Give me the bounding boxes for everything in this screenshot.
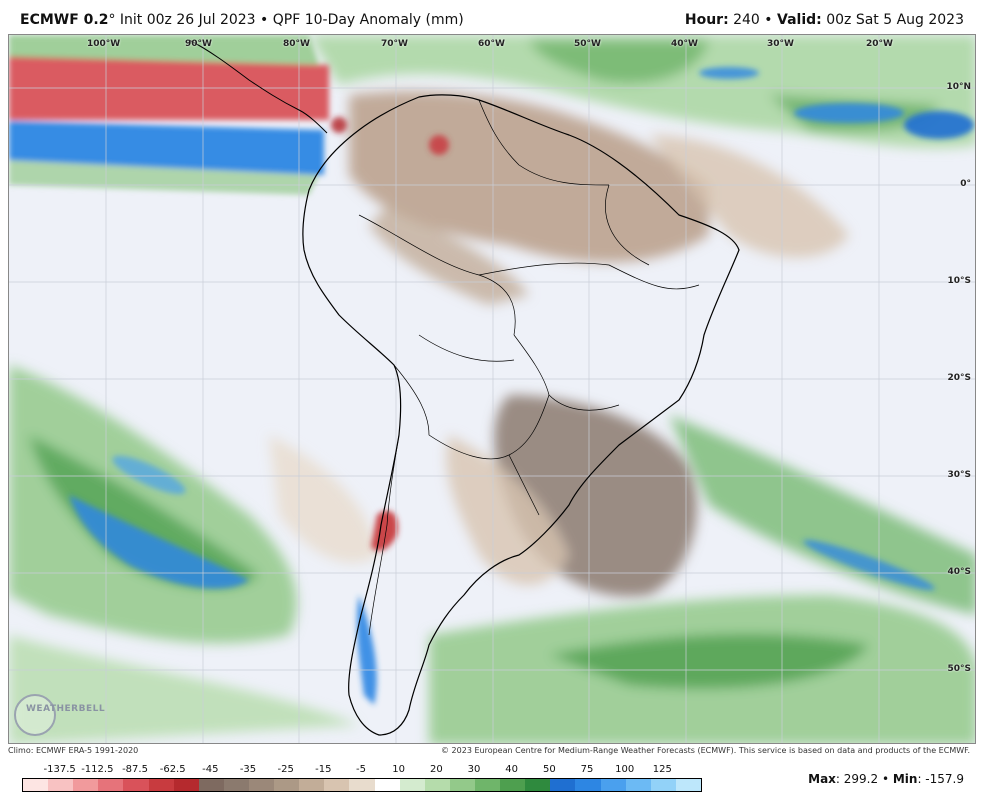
lon-label: 80°W [283, 39, 310, 49]
colorbar-tick: 20 [429, 764, 443, 775]
colorbar-tick: 100 [615, 764, 635, 775]
colorbar-tick: -15 [315, 764, 332, 775]
lon-label: 90°W [185, 39, 212, 49]
max-label: Max [808, 772, 836, 786]
copyright-note: © 2023 European Centre for Medium-Range … [441, 746, 970, 755]
very-wet-south [69, 455, 935, 705]
colorbar-tick: 30 [467, 764, 481, 775]
colorbar-tick: -35 [239, 764, 257, 775]
colorbar-tick: 10 [392, 764, 406, 775]
colorbar-tick: -25 [277, 764, 294, 775]
lon-label: 50°W [574, 39, 601, 49]
colorbar-swatch [525, 779, 551, 791]
colorbar-swatch [650, 779, 676, 791]
climo-note: Climo: ECMWF ERA-5 1991-2020 [8, 746, 139, 755]
colorbar-tick: -87.5 [122, 764, 148, 775]
lat-label: 30°S [947, 470, 971, 480]
logo-text: WEATHERBELL [26, 704, 106, 714]
valid-value: 00z Sat 5 Aug 2023 [821, 12, 964, 28]
dry-anomaly-areas [269, 91, 849, 597]
colorbar-tick: 40 [505, 764, 519, 775]
continent-outline [302, 94, 740, 736]
lon-label: 20°W [866, 39, 893, 49]
colorbar-swatch [625, 779, 651, 791]
colorbar-swatch [500, 779, 526, 791]
max-value: : 299.2 • [835, 772, 893, 786]
colorbar-swatch [173, 779, 199, 791]
colorbar-swatch [198, 779, 224, 791]
valid-label: Valid: [777, 12, 822, 28]
colorbar-tick: -45 [202, 764, 219, 775]
colorbar-swatch [575, 779, 601, 791]
colorbar-swatch [424, 779, 450, 791]
colorbar-swatch [148, 779, 174, 791]
lat-label: 0° [960, 179, 971, 189]
hour-value: 240 • [728, 12, 778, 28]
colorbar-swatch [449, 779, 475, 791]
graticule [9, 35, 975, 743]
colorbar-swatch [550, 779, 576, 791]
lon-label: 30°W [767, 39, 794, 49]
colorbar-tick: -137.5 [43, 764, 76, 775]
colorbar-tick: 125 [652, 764, 672, 775]
very-wet-north [699, 67, 974, 139]
colorbar-swatch [123, 779, 149, 791]
colorbar-swatch [374, 779, 400, 791]
chart-title: ECMWF 0.2° Init 00z 26 Jul 2023 • QPF 10… [20, 12, 464, 28]
colorbar-swatch [399, 779, 425, 791]
colorbar-swatch [349, 779, 375, 791]
hour-label: Hour: [684, 12, 729, 28]
colorbar-swatch [48, 779, 74, 791]
colorbar-swatch [474, 779, 501, 791]
lon-label: 40°W [671, 39, 698, 49]
max-min-readout: Max: 299.2 • Min: -157.9 [808, 772, 964, 786]
anomaly-map[interactable]: 100°W 90°W 80°W 70°W 60°W 50°W 40°W 30°W… [8, 34, 976, 744]
colorbar-tick: 75 [580, 764, 594, 775]
country-borders [358, 99, 700, 636]
colorbar-swatch [73, 779, 99, 791]
degree-mark: ° [108, 12, 116, 28]
header-bar: ECMWF 0.2° Init 00z 26 Jul 2023 • QPF 10… [0, 0, 984, 34]
min-label: Min [892, 772, 918, 786]
colorbar-swatch [98, 779, 124, 791]
lon-label: 100°W [87, 39, 121, 49]
colorbar-swatch [248, 779, 275, 791]
min-value: : -157.9 [917, 772, 964, 786]
colorbar-tick: 50 [542, 764, 556, 775]
colorbar-tick: -112.5 [81, 764, 114, 775]
lon-label: 60°W [478, 39, 505, 49]
colorbar-swatch [324, 779, 350, 791]
colorbar-tick: -62.5 [159, 764, 186, 775]
colorbar-swatch [223, 779, 249, 791]
colorbar-tick-labels: -137.5 -112.5 -87.5 -62.5 -45 -35 -25 -15 -5 10 20… [22, 764, 702, 778]
logo-ring [14, 694, 56, 736]
lat-label: 50°S [947, 664, 971, 674]
colorbar-swatch [23, 779, 49, 791]
colorbar-swatch [299, 779, 325, 791]
colorbar-swatch [600, 779, 626, 791]
title-details: Init 00z 26 Jul 2023 • QPF 10-Day Anomal… [115, 12, 464, 28]
lat-label: 10°S [947, 276, 971, 286]
valid-time: Hour: 240 • Valid: 00z Sat 5 Aug 2023 [685, 12, 964, 28]
lat-label: 20°S [947, 373, 971, 383]
footer: Climo: ECMWF ERA-5 1991-2020 © 2023 Euro… [0, 744, 984, 808]
colorbar-swatch [675, 779, 701, 791]
central-america-outline [188, 39, 328, 134]
pacific-band [9, 35, 329, 195]
model-name: ECMWF 0.2 [20, 12, 109, 28]
very-dry-chile [331, 117, 449, 551]
colorbar-swatch [274, 779, 300, 791]
colorbar-swatches [22, 778, 702, 792]
lat-label: 10°N [946, 82, 971, 92]
colorbar-tick: -5 [356, 764, 366, 775]
weatherbell-logo: WEATHERBELL [10, 690, 105, 740]
lon-label: 70°W [381, 39, 408, 49]
map-canvas [9, 35, 975, 743]
lat-label: 40°S [947, 567, 971, 577]
